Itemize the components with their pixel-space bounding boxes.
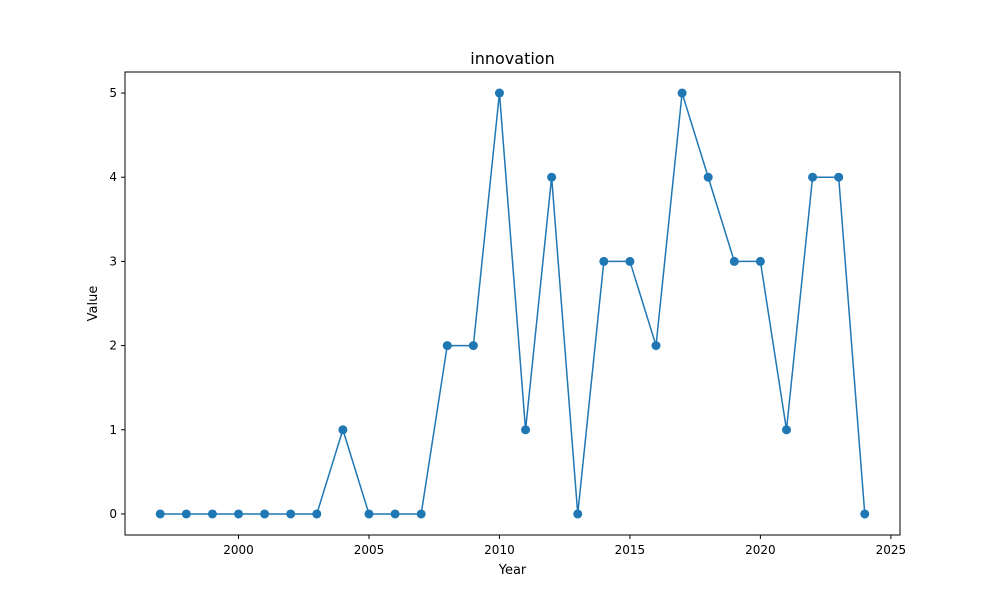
x-axis-label: Year [498,563,527,578]
data-point [860,509,870,519]
data-point [364,509,374,519]
data-point [625,256,635,266]
data-point [338,425,348,435]
data-point [651,341,661,351]
data-point [755,256,765,266]
chart-title: innovation [470,49,554,68]
data-point [834,172,844,182]
y-tick-label: 4 [109,170,117,184]
x-axis-ticks: 2000 2005 2010 2015 2020 2025 [223,535,906,557]
y-tick-label: 3 [109,254,117,268]
y-tick-label: 2 [109,339,117,353]
y-tick-label: 0 [109,507,117,521]
x-tick-label: 2025 [876,543,907,557]
data-point [312,509,322,519]
data-point [390,509,400,519]
x-tick-label: 2020 [745,543,776,557]
data-point [729,256,739,266]
data-point [808,172,818,182]
data-point [494,88,504,98]
data-point [599,256,609,266]
x-tick-label: 2005 [354,543,385,557]
series-line [160,92,866,515]
data-point [468,341,478,351]
data-point [677,88,687,98]
data-point [286,509,296,519]
data-point [521,425,531,435]
x-tick-label: 2010 [484,543,515,557]
y-axis-label: Value [86,286,101,322]
data-point [781,425,791,435]
data-point [573,509,583,519]
data-point [703,172,713,182]
y-tick-label: 1 [109,423,117,437]
x-tick-label: 2000 [223,543,254,557]
y-tick-label: 5 [109,86,117,100]
data-point [155,509,165,519]
data-point [416,509,426,519]
data-point [442,341,452,351]
data-point [260,509,270,519]
data-point [207,509,217,519]
x-tick-label: 2015 [615,543,646,557]
data-point [547,172,557,182]
series-layer [155,88,870,519]
plot-area-frame [124,71,901,536]
data-point [181,509,191,519]
y-axis-ticks: 0 1 2 3 4 5 [109,86,125,521]
data-point [234,509,244,519]
